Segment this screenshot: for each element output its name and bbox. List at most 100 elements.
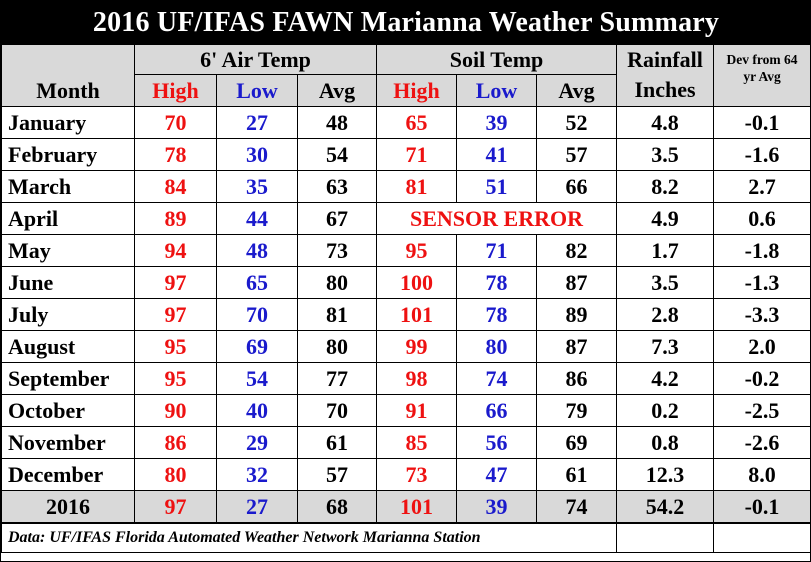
table-row: May 94 48 73 95 71 82 1.7 -1.8 xyxy=(1,234,811,267)
month-cell: January xyxy=(1,106,135,139)
total-year-cell: 2016 xyxy=(1,490,135,524)
soil-low-cell: 51 xyxy=(456,170,537,203)
rainfall-cell: 2.8 xyxy=(616,298,714,331)
table-row: July 97 70 81 101 78 89 2.8 -3.3 xyxy=(1,298,811,331)
dev-cell: -1.8 xyxy=(712,234,811,267)
rainfall-cell: 4.8 xyxy=(616,106,714,139)
air-high-cell: 86 xyxy=(134,426,217,459)
soil-high-cell: 99 xyxy=(376,330,457,363)
month-header: Month xyxy=(1,44,135,107)
total-soil-low-cell: 39 xyxy=(456,490,537,524)
soil-avg-cell: 61 xyxy=(536,458,617,491)
soil-avg-cell: 79 xyxy=(536,394,617,427)
rainfall-cell: 7.3 xyxy=(616,330,714,363)
air-avg-cell: 57 xyxy=(297,458,377,491)
rainfall-header: Rainfall xyxy=(616,44,714,75)
month-cell: December xyxy=(1,458,135,491)
month-cell: October xyxy=(1,394,135,427)
dev-header-line2: yr Avg xyxy=(743,69,781,84)
soil-low-header: Low xyxy=(456,74,537,107)
air-low-cell: 32 xyxy=(216,458,298,491)
soil-avg-cell: 87 xyxy=(536,330,617,363)
air-high-header: High xyxy=(134,74,217,107)
inches-header: Inches xyxy=(616,74,714,107)
total-air-high-cell: 97 xyxy=(134,490,217,524)
air-low-cell: 35 xyxy=(216,170,298,203)
dev-cell: -0.1 xyxy=(712,106,811,139)
air-high-cell: 95 xyxy=(134,362,217,395)
month-cell: July xyxy=(1,298,135,331)
soil-avg-cell: 66 xyxy=(536,170,617,203)
rainfall-cell: 8.2 xyxy=(616,170,714,203)
footer-blank-cell xyxy=(616,522,714,553)
rainfall-cell: 3.5 xyxy=(616,266,714,299)
table-row: April 89 44 67 SENSOR ERROR 4.9 0.6 xyxy=(1,202,811,235)
month-cell: February xyxy=(1,138,135,171)
rainfall-cell: 0.8 xyxy=(616,426,714,459)
air-high-cell: 78 xyxy=(134,138,217,171)
table-row: August 95 69 80 99 80 87 7.3 2.0 xyxy=(1,330,811,363)
table-row: September 95 54 77 98 74 86 4.2 -0.2 xyxy=(1,362,811,395)
air-low-cell: 69 xyxy=(216,330,298,363)
soil-low-cell: 39 xyxy=(456,106,537,139)
table-row: February 78 30 54 71 41 57 3.5 -1.6 xyxy=(1,138,811,171)
air-high-cell: 94 xyxy=(134,234,217,267)
dev-cell: 8.0 xyxy=(712,458,811,491)
dev-header-line1: Dev from 64 xyxy=(726,52,798,67)
month-cell: March xyxy=(1,170,135,203)
soil-high-cell: 65 xyxy=(376,106,457,139)
soil-low-cell: 80 xyxy=(456,330,537,363)
dev-cell: 0.6 xyxy=(712,202,811,235)
soil-avg-cell: 82 xyxy=(536,234,617,267)
total-row: 2016 97 27 68 101 39 74 54.2 -0.1 xyxy=(1,490,811,524)
air-low-cell: 54 xyxy=(216,362,298,395)
soil-high-cell: 95 xyxy=(376,234,457,267)
soil-high-cell: 100 xyxy=(376,266,457,299)
soil-high-header: High xyxy=(376,74,457,107)
soil-high-cell: 101 xyxy=(376,298,457,331)
soil-avg-cell: 69 xyxy=(536,426,617,459)
air-avg-cell: 77 xyxy=(297,362,377,395)
total-air-low-cell: 27 xyxy=(216,490,298,524)
soil-high-cell: 71 xyxy=(376,138,457,171)
air-high-cell: 97 xyxy=(134,266,217,299)
rainfall-cell: 12.3 xyxy=(616,458,714,491)
dev-cell: -0.2 xyxy=(712,362,811,395)
soil-low-cell: 78 xyxy=(456,298,537,331)
air-low-cell: 27 xyxy=(216,106,298,139)
soil-avg-cell: 89 xyxy=(536,298,617,331)
air-avg-cell: 80 xyxy=(297,266,377,299)
total-dev-cell: -0.1 xyxy=(712,490,811,524)
month-cell: June xyxy=(1,266,135,299)
air-high-cell: 80 xyxy=(134,458,217,491)
rainfall-cell: 4.2 xyxy=(616,362,714,395)
soil-sensor-error: SENSOR ERROR xyxy=(376,202,617,235)
footer-blank-cell xyxy=(712,522,811,553)
dev-cell: -1.6 xyxy=(712,138,811,171)
soil-temp-header: Soil Temp xyxy=(376,44,617,75)
dev-header: Dev from 64 yr Avg xyxy=(712,44,811,107)
air-avg-cell: 80 xyxy=(297,330,377,363)
table-row: November 86 29 61 85 56 69 0.8 -2.6 xyxy=(1,426,811,459)
soil-avg-cell: 52 xyxy=(536,106,617,139)
soil-avg-cell: 86 xyxy=(536,362,617,395)
rainfall-cell: 1.7 xyxy=(616,234,714,267)
soil-low-cell: 71 xyxy=(456,234,537,267)
soil-high-cell: 98 xyxy=(376,362,457,395)
soil-low-cell: 56 xyxy=(456,426,537,459)
soil-high-cell: 73 xyxy=(376,458,457,491)
air-avg-cell: 54 xyxy=(297,138,377,171)
soil-low-cell: 66 xyxy=(456,394,537,427)
footer-row: Data: UF/IFAS Florida Automated Weather … xyxy=(1,522,811,553)
air-low-cell: 70 xyxy=(216,298,298,331)
dev-cell: -2.5 xyxy=(712,394,811,427)
air-low-cell: 48 xyxy=(216,234,298,267)
soil-avg-header: Avg xyxy=(536,74,617,107)
soil-low-cell: 78 xyxy=(456,266,537,299)
table-row: March 84 35 63 81 51 66 8.2 2.7 xyxy=(1,170,811,203)
air-avg-cell: 73 xyxy=(297,234,377,267)
dev-cell: -3.3 xyxy=(712,298,811,331)
air-high-cell: 97 xyxy=(134,298,217,331)
soil-avg-cell: 57 xyxy=(536,138,617,171)
soil-high-cell: 81 xyxy=(376,170,457,203)
